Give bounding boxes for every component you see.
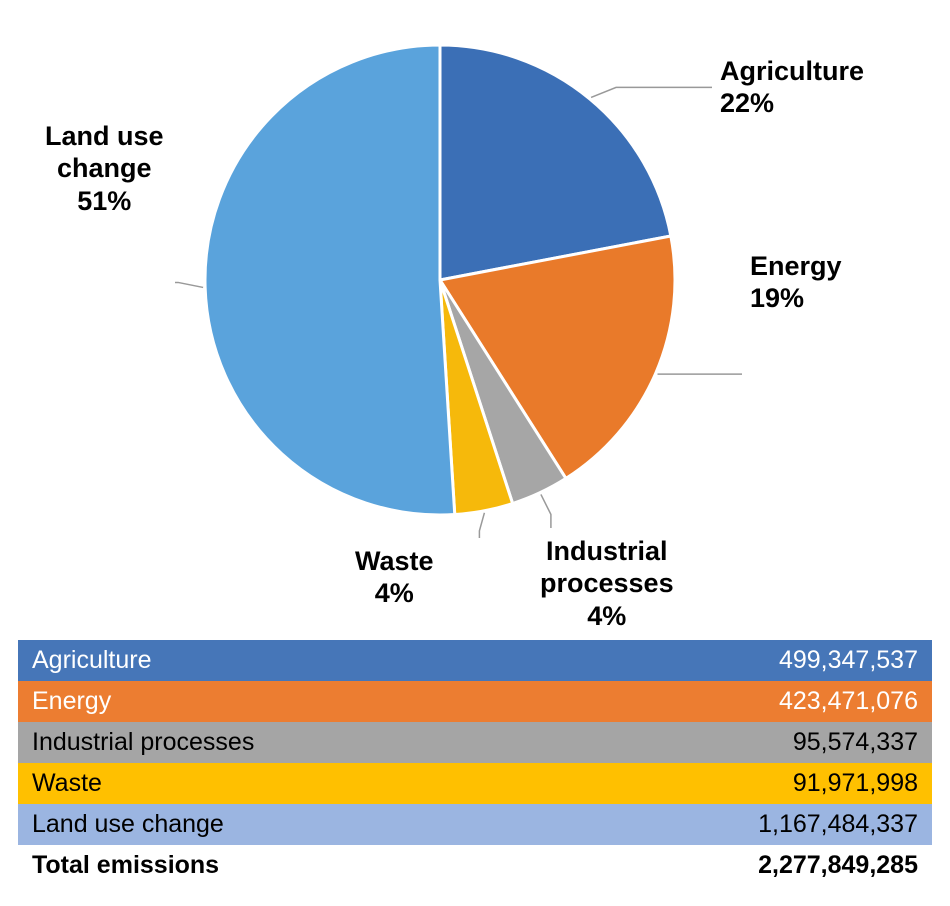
label-text: processes bbox=[540, 567, 674, 599]
table-row: Industrial processes 95,574,337 bbox=[18, 722, 932, 763]
label-pct: 4% bbox=[355, 577, 434, 609]
row-name: Waste bbox=[32, 769, 102, 798]
leader-line bbox=[175, 282, 203, 287]
row-name: Agriculture bbox=[32, 646, 152, 675]
row-value: 1,167,484,337 bbox=[758, 810, 918, 839]
row-name: Industrial processes bbox=[32, 728, 254, 757]
slice-label-agriculture: Agriculture 22% bbox=[720, 55, 864, 120]
slice-label-waste: Waste 4% bbox=[355, 545, 434, 610]
emissions-table: Agriculture 499,347,537 Energy 423,471,076 I… bbox=[18, 640, 932, 886]
leader-line bbox=[479, 513, 484, 538]
label-text: Industrial bbox=[540, 535, 674, 567]
slice-label-industrial: Industrial processes 4% bbox=[540, 535, 674, 632]
label-text: Waste bbox=[355, 545, 434, 577]
label-pct: 19% bbox=[750, 282, 842, 314]
table-row: Land use change 1,167,484,337 bbox=[18, 804, 932, 845]
table-row-total: Total emissions 2,277,849,285 bbox=[18, 845, 932, 886]
table-row: Waste 91,971,998 bbox=[18, 763, 932, 804]
total-value: 2,277,849,285 bbox=[758, 851, 918, 880]
table-row: Agriculture 499,347,537 bbox=[18, 640, 932, 681]
row-value: 95,574,337 bbox=[793, 728, 918, 757]
row-name: Energy bbox=[32, 687, 111, 716]
pie-chart-area: Agriculture 22% Energy 19% Industrial pr… bbox=[0, 0, 950, 620]
row-value: 91,971,998 bbox=[793, 769, 918, 798]
total-label: Total emissions bbox=[32, 851, 219, 880]
label-pct: 22% bbox=[720, 87, 864, 119]
slice-label-landuse: Land use change 51% bbox=[45, 120, 164, 217]
label-pct: 4% bbox=[540, 600, 674, 632]
label-text: Land use bbox=[45, 120, 164, 152]
label-text: change bbox=[45, 152, 164, 184]
table-row: Energy 423,471,076 bbox=[18, 681, 932, 722]
label-text: Energy bbox=[750, 250, 842, 282]
label-text: Agriculture bbox=[720, 55, 864, 87]
row-name: Land use change bbox=[32, 810, 224, 839]
row-value: 423,471,076 bbox=[779, 687, 918, 716]
leader-line bbox=[591, 87, 712, 97]
row-value: 499,347,537 bbox=[779, 646, 918, 675]
label-pct: 51% bbox=[45, 185, 164, 217]
slice-label-energy: Energy 19% bbox=[750, 250, 842, 315]
leader-line bbox=[541, 494, 551, 528]
